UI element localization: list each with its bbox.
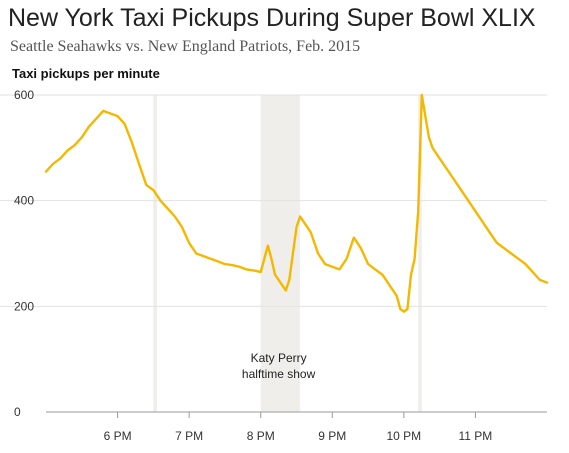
chart-subtitle: Seattle Seahawks vs. New England Patriot… [10,38,361,55]
x-tick-label-2: 8 PM [247,429,275,443]
chart-title: New York Taxi Pickups During Super Bowl … [8,4,536,32]
annotation-0-line-1: halftime show [242,367,316,381]
x-tick-label-0: 6 PM [104,429,132,443]
y-tick-label-600: 600 [14,88,34,102]
y-tick-label-0: 0 [14,405,21,419]
x-tick-label-4: 10 PM [387,429,422,443]
series-line [44,93,549,313]
shaded-band-2 [418,95,422,412]
y-tick-label-200: 200 [14,299,34,313]
x-tick-label-1: 7 PM [175,429,203,443]
annotation-0-line-0: Katy Perry [251,351,307,365]
y-tick-label-400: 400 [14,194,34,208]
x-tick-label-3: 9 PM [318,429,346,443]
grid-lines [0,94,547,307]
x-tick-label-5: 11 PM [459,429,493,443]
x-axis: 6 PM 7 PM 8 PM 9 PM 10 PM 11 PM [46,411,547,443]
annotations: Katy Perry halftime show [242,351,316,381]
shaded-band-1 [153,95,157,412]
y-axis-label: Taxi pickups per minute [12,66,160,81]
y-tick-labels: 0 200 400 600 [14,88,34,419]
